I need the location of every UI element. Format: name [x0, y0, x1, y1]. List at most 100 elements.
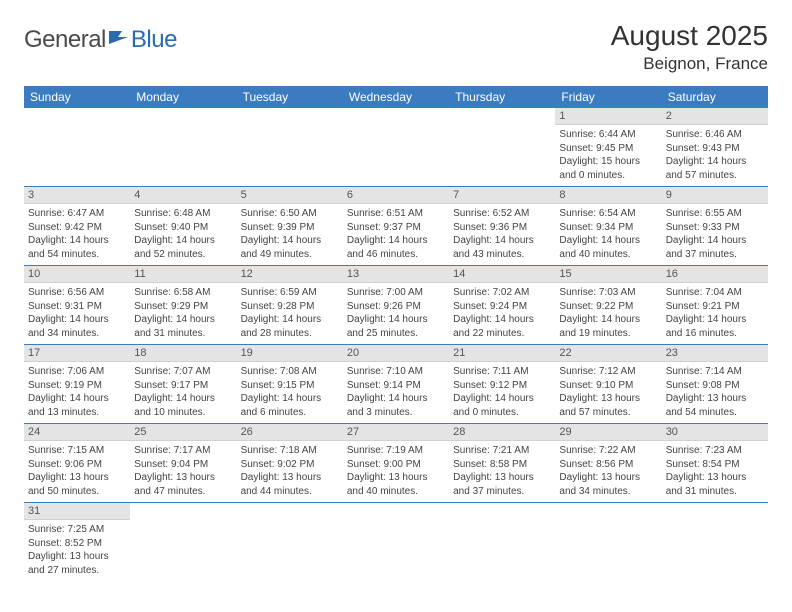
day-details: Sunrise: 6:51 AMSunset: 9:37 PMDaylight:…: [343, 204, 449, 265]
sunrise-text: Sunrise: 7:04 AM: [666, 286, 764, 300]
sunrise-text: Sunrise: 7:17 AM: [134, 444, 232, 458]
day-details: Sunrise: 7:07 AMSunset: 9:17 PMDaylight:…: [130, 362, 236, 423]
day-details: Sunrise: 7:22 AMSunset: 8:56 PMDaylight:…: [555, 441, 661, 502]
sunrise-text: Sunrise: 7:14 AM: [666, 365, 764, 379]
daylight-text: Daylight: 13 hours and 44 minutes.: [241, 471, 339, 498]
day-details: Sunrise: 6:47 AMSunset: 9:42 PMDaylight:…: [24, 204, 130, 265]
sunrise-text: Sunrise: 7:21 AM: [453, 444, 551, 458]
sunrise-text: Sunrise: 7:22 AM: [559, 444, 657, 458]
day-details: Sunrise: 7:23 AMSunset: 8:54 PMDaylight:…: [662, 441, 768, 502]
calendar-day-cell: 17Sunrise: 7:06 AMSunset: 9:19 PMDayligh…: [24, 345, 130, 424]
calendar-day-cell: [449, 503, 555, 582]
title-block: August 2025 Beignon, France: [611, 20, 768, 74]
location: Beignon, France: [611, 54, 768, 74]
day-details: Sunrise: 7:02 AMSunset: 9:24 PMDaylight:…: [449, 283, 555, 344]
day-details: Sunrise: 7:11 AMSunset: 9:12 PMDaylight:…: [449, 362, 555, 423]
daylight-text: Daylight: 14 hours and 54 minutes.: [28, 234, 126, 261]
sunset-text: Sunset: 8:56 PM: [559, 458, 657, 472]
calendar-day-cell: 13Sunrise: 7:00 AMSunset: 9:26 PMDayligh…: [343, 266, 449, 345]
weekday-header: Sunday: [24, 86, 130, 108]
day-number: 1: [555, 108, 661, 125]
header: General Blue August 2025 Beignon, France: [24, 20, 768, 74]
sunset-text: Sunset: 9:40 PM: [134, 221, 232, 235]
logo: General Blue: [24, 26, 177, 54]
day-number: 2: [662, 108, 768, 125]
day-number: 12: [237, 266, 343, 283]
calendar-day-cell: [24, 108, 130, 187]
day-details: Sunrise: 7:04 AMSunset: 9:21 PMDaylight:…: [662, 283, 768, 344]
calendar-day-cell: [555, 503, 661, 582]
day-number: 3: [24, 187, 130, 204]
sunset-text: Sunset: 9:02 PM: [241, 458, 339, 472]
daylight-text: Daylight: 14 hours and 57 minutes.: [666, 155, 764, 182]
sunset-text: Sunset: 9:45 PM: [559, 142, 657, 156]
day-number: 20: [343, 345, 449, 362]
daylight-text: Daylight: 14 hours and 31 minutes.: [134, 313, 232, 340]
calendar-day-cell: 5Sunrise: 6:50 AMSunset: 9:39 PMDaylight…: [237, 187, 343, 266]
sunrise-text: Sunrise: 7:25 AM: [28, 523, 126, 537]
sunrise-text: Sunrise: 7:06 AM: [28, 365, 126, 379]
sunset-text: Sunset: 9:04 PM: [134, 458, 232, 472]
sunset-text: Sunset: 8:58 PM: [453, 458, 551, 472]
daylight-text: Daylight: 14 hours and 49 minutes.: [241, 234, 339, 261]
calendar-day-cell: [343, 108, 449, 187]
sunrise-text: Sunrise: 7:12 AM: [559, 365, 657, 379]
daylight-text: Daylight: 13 hours and 37 minutes.: [453, 471, 551, 498]
sunset-text: Sunset: 9:29 PM: [134, 300, 232, 314]
calendar-day-cell: 14Sunrise: 7:02 AMSunset: 9:24 PMDayligh…: [449, 266, 555, 345]
calendar-day-cell: [449, 108, 555, 187]
weekday-header: Thursday: [449, 86, 555, 108]
weekday-header: Saturday: [662, 86, 768, 108]
sunrise-text: Sunrise: 6:44 AM: [559, 128, 657, 142]
calendar-day-cell: 4Sunrise: 6:48 AMSunset: 9:40 PMDaylight…: [130, 187, 236, 266]
sunset-text: Sunset: 9:36 PM: [453, 221, 551, 235]
day-number: 27: [343, 424, 449, 441]
daylight-text: Daylight: 14 hours and 0 minutes.: [453, 392, 551, 419]
calendar-day-cell: [662, 503, 768, 582]
daylight-text: Daylight: 14 hours and 37 minutes.: [666, 234, 764, 261]
day-number: 22: [555, 345, 661, 362]
sunrise-text: Sunrise: 7:07 AM: [134, 365, 232, 379]
day-number: 31: [24, 503, 130, 520]
calendar-day-cell: 11Sunrise: 6:58 AMSunset: 9:29 PMDayligh…: [130, 266, 236, 345]
daylight-text: Daylight: 14 hours and 40 minutes.: [559, 234, 657, 261]
day-details: Sunrise: 7:15 AMSunset: 9:06 PMDaylight:…: [24, 441, 130, 502]
sunrise-text: Sunrise: 7:10 AM: [347, 365, 445, 379]
daylight-text: Daylight: 14 hours and 13 minutes.: [28, 392, 126, 419]
day-number: 7: [449, 187, 555, 204]
daylight-text: Daylight: 14 hours and 28 minutes.: [241, 313, 339, 340]
calendar-day-cell: [237, 503, 343, 582]
sunset-text: Sunset: 9:31 PM: [28, 300, 126, 314]
calendar-day-cell: 29Sunrise: 7:22 AMSunset: 8:56 PMDayligh…: [555, 424, 661, 503]
daylight-text: Daylight: 13 hours and 27 minutes.: [28, 550, 126, 577]
sunset-text: Sunset: 9:37 PM: [347, 221, 445, 235]
sunset-text: Sunset: 9:28 PM: [241, 300, 339, 314]
daylight-text: Daylight: 15 hours and 0 minutes.: [559, 155, 657, 182]
sunset-text: Sunset: 9:24 PM: [453, 300, 551, 314]
calendar-week-row: 24Sunrise: 7:15 AMSunset: 9:06 PMDayligh…: [24, 424, 768, 503]
day-number: 8: [555, 187, 661, 204]
sunset-text: Sunset: 9:17 PM: [134, 379, 232, 393]
logo-text-general: General: [24, 26, 106, 54]
day-number: 4: [130, 187, 236, 204]
daylight-text: Daylight: 14 hours and 34 minutes.: [28, 313, 126, 340]
day-details: Sunrise: 6:55 AMSunset: 9:33 PMDaylight:…: [662, 204, 768, 265]
day-details: Sunrise: 7:17 AMSunset: 9:04 PMDaylight:…: [130, 441, 236, 502]
calendar-day-cell: 1 Sunrise: 6:44 AMSunset: 9:45 PMDaylight…: [555, 108, 661, 187]
sunrise-text: Sunrise: 7:18 AM: [241, 444, 339, 458]
day-details: Sunrise: 6:58 AMSunset: 9:29 PMDaylight:…: [130, 283, 236, 344]
weekday-header: Tuesday: [237, 86, 343, 108]
day-number: 6: [343, 187, 449, 204]
day-number: 16: [662, 266, 768, 283]
calendar-day-cell: 12Sunrise: 6:59 AMSunset: 9:28 PMDayligh…: [237, 266, 343, 345]
calendar-week-row: 10Sunrise: 6:56 AMSunset: 9:31 PMDayligh…: [24, 266, 768, 345]
day-details: Sunrise: 7:14 AMSunset: 9:08 PMDaylight:…: [662, 362, 768, 423]
calendar-day-cell: [130, 503, 236, 582]
calendar-day-cell: 8Sunrise: 6:54 AMSunset: 9:34 PMDaylight…: [555, 187, 661, 266]
daylight-text: Daylight: 14 hours and 10 minutes.: [134, 392, 232, 419]
daylight-text: Daylight: 13 hours and 47 minutes.: [134, 471, 232, 498]
sunrise-text: Sunrise: 7:11 AM: [453, 365, 551, 379]
sunset-text: Sunset: 8:52 PM: [28, 537, 126, 551]
calendar-day-cell: 20Sunrise: 7:10 AMSunset: 9:14 PMDayligh…: [343, 345, 449, 424]
day-details: Sunrise: 7:10 AMSunset: 9:14 PMDaylight:…: [343, 362, 449, 423]
